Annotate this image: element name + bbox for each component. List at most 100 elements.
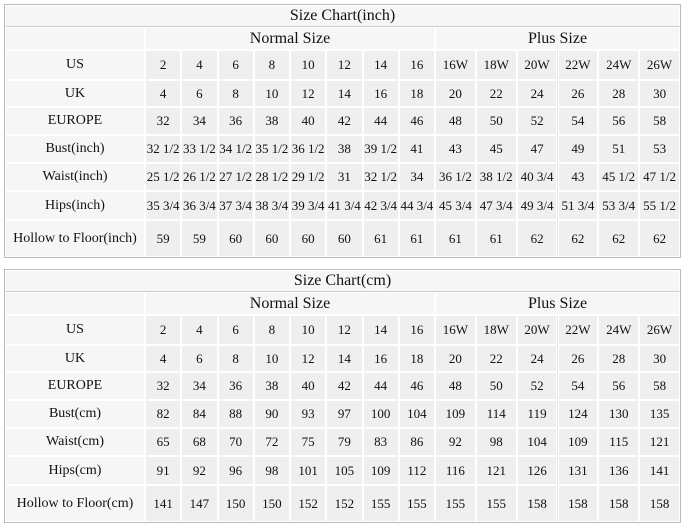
size-value: 12: [290, 80, 327, 107]
size-value: 136: [598, 456, 640, 485]
size-value: 8: [253, 315, 290, 345]
size-value: 28: [598, 345, 640, 372]
size-value: 50: [475, 372, 517, 400]
row-label: Bust(cm): [5, 400, 145, 428]
size-value: 51 3/4: [557, 191, 599, 220]
size-value: 2: [145, 50, 182, 80]
size-value: 25 1/2: [145, 163, 182, 191]
size-value: 12: [326, 50, 363, 80]
size-value: 44 3/4: [398, 191, 435, 220]
size-value: 50: [475, 107, 517, 135]
size-value: 56: [598, 372, 640, 400]
size-value: 24W: [598, 315, 640, 345]
size-value: 36: [217, 107, 254, 135]
size-value: 150: [253, 485, 290, 522]
size-value: 32: [145, 372, 182, 400]
size-value: 121: [475, 456, 517, 485]
size-value: 12: [326, 315, 363, 345]
size-value: 116: [435, 456, 476, 485]
size-value: 14: [362, 50, 399, 80]
size-value: 18: [398, 345, 435, 372]
size-value: 6: [181, 345, 218, 372]
size-value: 24: [516, 80, 558, 107]
size-value: 34: [181, 372, 218, 400]
size-value: 141: [145, 485, 182, 522]
corner-cell: [5, 27, 145, 50]
row-label: US: [5, 50, 145, 80]
size-value: 131: [557, 456, 599, 485]
size-value: 92: [181, 456, 218, 485]
size-value: 45 1/2: [598, 163, 640, 191]
size-value: 4: [181, 50, 218, 80]
row-label: UK: [5, 345, 145, 372]
size-value: 46: [398, 107, 435, 135]
size-value: 4: [181, 315, 218, 345]
size-value: 91: [145, 456, 182, 485]
size-value: 61: [435, 220, 476, 257]
size-value: 20W: [516, 50, 558, 80]
size-value: 88: [217, 400, 254, 428]
size-value: 22: [475, 345, 517, 372]
size-value: 18W: [475, 50, 517, 80]
group-header: Plus Size: [435, 27, 680, 50]
size-value: 14: [326, 345, 363, 372]
size-value: 8: [217, 80, 254, 107]
size-value: 33 1/2: [181, 135, 218, 163]
row-label: UK: [5, 80, 145, 107]
size-value: 41 3/4: [326, 191, 363, 220]
size-value: 4: [145, 345, 182, 372]
size-value: 36 1/2: [290, 135, 327, 163]
size-value: 8: [217, 345, 254, 372]
size-value: 14: [362, 315, 399, 345]
size-value: 24: [516, 345, 558, 372]
size-value: 158: [639, 485, 680, 522]
size-value: 105: [326, 456, 363, 485]
size-value: 68: [181, 428, 218, 456]
size-value: 26W: [639, 50, 680, 80]
size-value: 20: [435, 80, 476, 107]
size-value: 14: [326, 80, 363, 107]
size-value: 147: [181, 485, 218, 522]
size-value: 34: [181, 107, 218, 135]
size-value: 112: [398, 456, 435, 485]
size-value: 40 3/4: [516, 163, 558, 191]
size-value: 2: [145, 315, 182, 345]
size-value: 109: [435, 400, 476, 428]
size-value: 40: [290, 107, 327, 135]
size-value: 29 1/2: [290, 163, 327, 191]
size-value: 10: [290, 50, 327, 80]
size-value: 35 3/4: [145, 191, 182, 220]
size-value: 56: [598, 107, 640, 135]
size-value: 38: [253, 107, 290, 135]
size-value: 83: [362, 428, 399, 456]
size-value: 32: [145, 107, 182, 135]
size-value: 93: [290, 400, 327, 428]
size-value: 16: [398, 50, 435, 80]
size-value: 18W: [475, 315, 517, 345]
row-label: EUROPE: [5, 107, 145, 135]
size-value: 124: [557, 400, 599, 428]
size-value: 40: [290, 372, 327, 400]
size-value: 34 1/2: [217, 135, 254, 163]
size-value: 42 3/4: [362, 191, 399, 220]
table-title: Size Chart(cm): [5, 270, 680, 292]
size-value: 59: [181, 220, 218, 257]
size-value: 55 1/2: [639, 191, 680, 220]
size-value: 126: [516, 456, 558, 485]
size-value: 155: [475, 485, 517, 522]
row-label: Waist(inch): [5, 163, 145, 191]
size-value: 38: [253, 372, 290, 400]
size-value: 48: [435, 372, 476, 400]
size-value: 58: [639, 107, 680, 135]
row-label: US: [5, 315, 145, 345]
size-value: 6: [217, 50, 254, 80]
size-value: 130: [598, 400, 640, 428]
size-value: 114: [475, 400, 517, 428]
size-value: 45 3/4: [435, 191, 476, 220]
size-value: 20: [435, 345, 476, 372]
size-value: 115: [598, 428, 640, 456]
size-value: 119: [516, 400, 558, 428]
size-value: 24W: [598, 50, 640, 80]
size-value: 18: [398, 80, 435, 107]
size-value: 16: [362, 345, 399, 372]
